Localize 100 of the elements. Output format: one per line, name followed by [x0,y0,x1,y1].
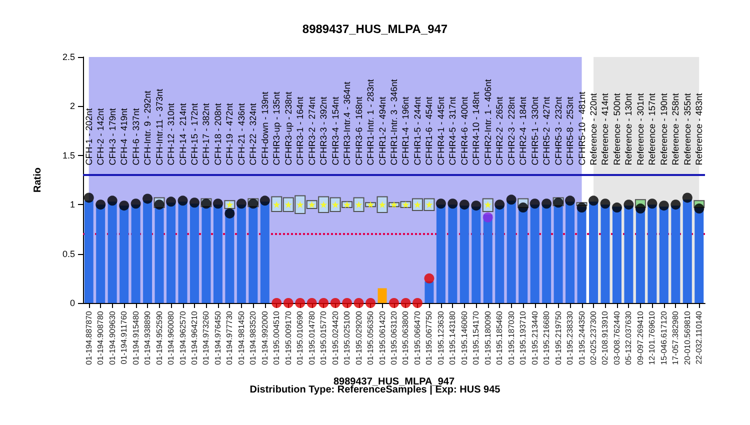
annotation: Reference - 157nt [647,92,658,166]
annotation: CFHR3-up - 238nt [283,91,294,166]
y-tick-label: 0 [70,298,75,308]
annotation: CFHR1-2 - 494nt [377,96,388,166]
x-tick-label: 12-101.769610 [648,310,657,365]
annotation: CFHR5-8 - 253nt [565,96,576,166]
x-tick-label: 01-194.887870 [84,310,94,365]
annotation: Reference - 301nt [635,92,646,166]
x-tick-label: 01-195.004510 [272,310,282,365]
y-tick-label: 1.5 [62,150,75,160]
y-tick-label: 2 [70,101,75,112]
annotation: CFH-Intr. 9 - 292nt [142,90,153,166]
annotation: Reference - 258nt [670,92,681,166]
x-tick-label: 01-194.964210 [190,310,199,365]
x-tick-label: 05-132.037630 [624,310,634,365]
x-tick-label: 01-194.976450 [213,310,222,365]
y-tick-label: 0.5 [62,248,75,259]
annotation: Reference - 190nt [658,92,669,166]
x-tick-label: 01-194.909630 [108,310,117,365]
annotation: CFH-6 - 337nt [130,108,141,166]
annotation: CFHR3-1 - 164nt [295,96,306,166]
annotation: CFHR1-6 - 454nt [424,96,434,166]
x-tick-label: 01-194.908780 [96,310,106,365]
annotation: CFHR1-4 - 196nt [400,96,411,166]
x-tick-label: 01-195.024420 [330,310,340,365]
annotation: CFH-22 - 324nt [248,102,258,166]
x-tick-label: 01-195.219750 [554,310,563,365]
x-tick-label: 01-195.180090 [483,310,492,365]
x-tick-label: 03-008.762440 [612,310,622,365]
annotation: CFHR5-2 - 427nt [542,96,552,166]
annotation: CFHR2-4 - 184nt [518,96,528,166]
x-tick-label: 01-195.185460 [495,310,504,365]
x-tick-label: 01-194.938890 [143,310,152,365]
x-tick-label: 01-194.962570 [178,310,188,365]
chart-title: 8989437_HUS_MLPA_947 [302,22,448,36]
annotation: CFH-3 - 179nt [107,108,118,166]
x-tick-label: 01-195.213440 [530,310,540,365]
annotation: Reference - 414nt [600,92,610,166]
annotation: CFHR4-1 - 445nt [436,96,446,166]
x-tick-label: 22-032.110140 [694,310,704,364]
x-tick-label: 01-195.193710 [518,310,528,365]
annotation: CFHR3-Intr.4 - 364nt [342,81,352,166]
x-tick-label: 01-195.146060 [460,310,469,365]
annotation: CFHR3-6 - 168nt [354,96,364,166]
x-tick-label: 01-194.977730 [225,310,234,365]
y-tick-label: 1 [70,200,75,210]
x-tick-label: 09-097.269410 [636,310,645,365]
x-tick-label: 01-195.056350 [366,310,376,365]
annotation: CFHR4-5 - 317nt [448,96,458,166]
x-tick-label: 01-195.009170 [284,310,293,365]
annotation: CFHR5-1 - 330nt [530,96,540,166]
x-tick-label: 01-195.244350 [577,310,586,365]
x-tick-label: 01-195.061420 [378,310,387,365]
x-axis-title: 8989437_HUS_MLPA_947 [333,376,455,388]
x-tick-label: 01-194.981450 [236,310,246,365]
x-tick-label: 01-194.915480 [131,310,140,365]
annotation: CFH-14 - 214nt [178,102,188,166]
x-tick-label: 01-194.992000 [260,310,270,365]
annotation: CFH-Intr.11 - 373nt [154,88,164,166]
x-tick-label: 02-025.237300 [589,310,598,365]
text: Distribution Type: ReferenceSamples | Exp: HUS 945 [250,384,501,396]
annotation: Reference - 483nt [694,92,704,166]
x-tick-label: 01-195.238330 [566,310,575,365]
x-tick-label: 01-195.063800 [401,310,410,365]
x-tick-label: 01-194.983520 [248,310,258,365]
x-tick-label: 01-195.123630 [436,310,446,365]
annotation: CFHR1-Intr. 1 - 283nt [366,78,376,166]
x-tick-label: 01-194.952590 [154,310,164,365]
x-tick-label: 01-195.066470 [412,310,422,365]
y-axis-title: Ratio [32,168,44,192]
annotation: CFH-down - 139nt [260,91,270,166]
x-tick-label: 01-195.187030 [506,310,516,365]
y-tick-label: 2.5 [62,52,75,62]
x-tick-label: 01-195.015770 [319,310,328,365]
x-tick-label: 01-195.025100 [342,310,352,365]
annotation: CFHR4-6 - 400nt [459,96,470,166]
x-tick-label: 20-010.569810 [682,310,692,365]
x-tick-label: 17-057.382980 [671,310,680,365]
x-tick-label: 01-195.014780 [307,310,316,365]
annotation: CFHR2-Intr. 1 - 406nt [482,78,493,166]
annotation: CFHR4-10 - 148nt [471,91,482,166]
annotation: CFH-1 - 202nt [84,108,94,166]
annotation: CFHR3-3 - 392nt [318,96,329,166]
x-tick-label: 01-195.063120 [390,310,398,365]
annotation: CFH-15 - 172nt [189,102,200,166]
annotation: CFHR3-2 - 274nt [306,96,317,166]
x-tick-label: 01-195.010690 [296,310,305,365]
annotation: Reference - 355nt [682,92,692,166]
annotation: CFHR5-10 - 481nt [576,91,587,166]
x-tick-label: 01-195.216680 [542,310,552,365]
annotation: CFH-18 - 208nt [212,102,223,166]
x-tick-label: 01-195.067750 [424,310,434,365]
x-tick-label: 01-194.911760 [120,310,129,364]
x-tick-label: 01-195.143180 [448,310,458,365]
annotation: CFHR3-4 - 154nt [330,96,340,166]
annotation: CFHR5-3 - 232nt [553,96,564,166]
annotation: CFHR3-up - 135nt [272,91,282,166]
annotation: Reference - 500nt [612,92,622,166]
annotation: CFHR1-5 - 244nt [412,96,422,166]
x-tick-label: 02-108.913910 [600,310,610,365]
